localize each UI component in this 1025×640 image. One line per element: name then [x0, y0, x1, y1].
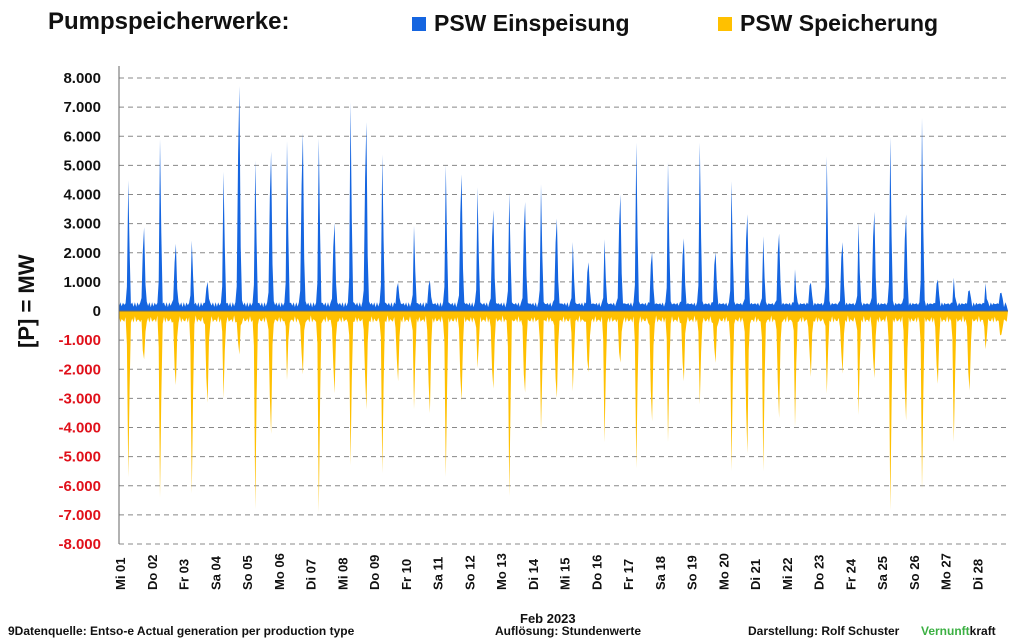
y-tick-label: 2.000	[63, 245, 101, 262]
x-tick-label: Fr 17	[621, 559, 636, 590]
x-tick-label: Di 07	[304, 559, 319, 590]
y-tick-label: -1.000	[58, 332, 101, 349]
legend-swatch-yellow	[718, 16, 732, 31]
legend-item-speicherung: PSW Speicherung	[718, 10, 938, 37]
y-tick-label: -4.000	[58, 420, 101, 437]
x-tick-label: So 12	[462, 555, 477, 590]
y-tick-label: -7.000	[58, 507, 101, 524]
x-tick-label: Mo 13	[494, 553, 509, 590]
legend-item-einspeisung: PSW Einspeisung	[412, 10, 630, 37]
x-tick-label: Mi 22	[780, 557, 795, 590]
author-note: Darstellung: Rolf Schuster	[748, 624, 900, 638]
x-tick-label: Di 21	[748, 559, 763, 590]
y-tick-label: 8.000	[63, 70, 101, 87]
x-axis-label: Feb 2023	[520, 611, 576, 626]
legend-label-speicherung: PSW Speicherung	[740, 10, 939, 36]
y-tick-label: -6.000	[58, 478, 101, 495]
brand-part1: Vernunft	[921, 624, 970, 638]
x-tick-label: Sa 04	[208, 555, 223, 590]
series-area-einspeisung	[119, 86, 1008, 311]
brand-part2: kraft	[969, 624, 996, 638]
y-tick-label: 7.000	[63, 99, 101, 116]
x-tick-label: So 05	[240, 555, 255, 590]
x-tick-label: Do 23	[812, 555, 827, 590]
legend-swatch-blue	[412, 16, 426, 31]
y-tick-label: 6.000	[63, 128, 101, 145]
x-tick-label: So 26	[907, 555, 922, 590]
x-tick-label: Mi 15	[558, 557, 573, 590]
chart-title: Pumpspeicherwerke:	[48, 8, 290, 35]
x-tick-label: Mo 20	[716, 553, 731, 590]
x-tick-label: Fr 10	[399, 559, 414, 590]
x-tick-label: Mo 06	[272, 553, 287, 590]
y-tick-label: -8.000	[58, 536, 101, 553]
x-tick-label: Mo 27	[939, 553, 954, 590]
x-tick-label: Fr 03	[177, 559, 192, 590]
y-tick-label: 0	[93, 303, 101, 320]
y-tick-label: 4.000	[63, 187, 101, 204]
x-tick-label: Di 28	[970, 559, 985, 590]
x-tick-label: Do 16	[589, 555, 604, 590]
brand-logo: Vernunftkraft	[921, 624, 996, 638]
source-note: 9Datenquelle: Entso-e Actual generation …	[8, 624, 355, 638]
y-tick-label: -3.000	[58, 390, 101, 407]
x-tick-label: Sa 25	[875, 556, 890, 590]
y-tick-label: 1.000	[63, 274, 101, 291]
resolution-note: Auflösung: Stundenwerte	[495, 624, 641, 638]
series-area-speicherung	[119, 311, 1008, 513]
y-tick-label: 3.000	[63, 216, 101, 233]
x-tick-label: Sa 18	[653, 556, 668, 590]
x-tick-label: Fr 24	[843, 558, 858, 590]
y-tick-label: -5.000	[58, 449, 101, 466]
y-tick-label: -2.000	[58, 361, 101, 378]
x-tick-label: Do 09	[367, 555, 382, 590]
x-tick-label: So 19	[685, 555, 700, 590]
x-tick-label: Sa 11	[431, 557, 446, 590]
x-tick-label: Mi 01	[113, 557, 128, 590]
y-tick-label: 5.000	[63, 157, 101, 174]
legend-label-einspeisung: PSW Einspeisung	[434, 10, 630, 36]
x-tick-label: Mi 08	[335, 557, 350, 590]
x-tick-label: Do 02	[145, 555, 160, 590]
x-tick-label: Di 14	[526, 558, 541, 590]
